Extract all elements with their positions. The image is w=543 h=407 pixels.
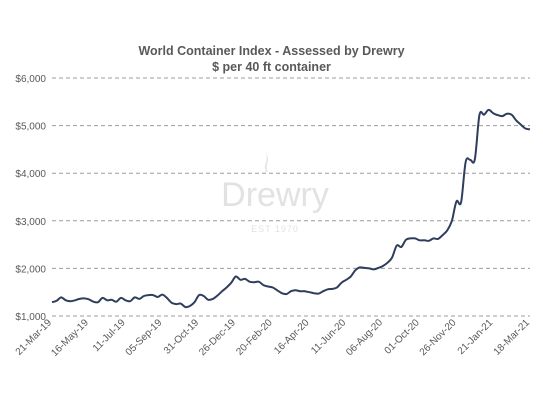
x-tick-label: 26-Dec-19	[197, 317, 238, 358]
x-tick-label: 01-Oct-20	[383, 317, 423, 357]
y-tick-label: $1,000	[15, 312, 46, 323]
y-tick-label: $3,000	[15, 217, 46, 228]
x-tick-label: 26-Nov-20	[418, 317, 459, 358]
x-tick-label: 31-Oct-19	[162, 317, 202, 357]
y-axis-ticks: $1,000 $2,000 $3,000 $4,000 $5,000 $6,000	[15, 74, 46, 323]
x-tick-label: 21-Mar-19	[14, 317, 55, 358]
x-tick-label: 20-Feb-20	[234, 317, 275, 358]
watermark-subtext: EST 1970	[251, 224, 299, 234]
y-tick-label: $2,000	[15, 264, 46, 275]
watermark: Drewry EST 1970	[221, 152, 329, 234]
flame-icon	[264, 152, 268, 172]
x-tick-label: 06-Aug-20	[344, 317, 385, 358]
chart-title: World Container Index - Assessed by Drew…	[138, 44, 405, 58]
series-line	[51, 108, 531, 309]
chart-subtitle: $ per 40 ft container	[212, 60, 331, 74]
x-tick-label: 11-Jul-19	[91, 317, 128, 354]
x-tick-label: 16-May-19	[49, 317, 91, 359]
y-tick-label: $6,000	[15, 74, 46, 85]
x-tick-label: 16-Apr-20	[272, 317, 312, 357]
watermark-logo: Drewry	[221, 176, 329, 214]
y-tick-label: $5,000	[15, 122, 46, 133]
x-tick-label: 11-Jun-20	[309, 317, 348, 356]
gridlines	[52, 77, 530, 317]
x-tick-label: 21-Jan-21	[456, 317, 496, 357]
y-tick-label: $4,000	[15, 169, 46, 180]
series	[51, 108, 531, 309]
x-tick-label: 18-Mar-21	[492, 317, 533, 358]
x-tick-label: 05-Sep-19	[124, 317, 165, 358]
